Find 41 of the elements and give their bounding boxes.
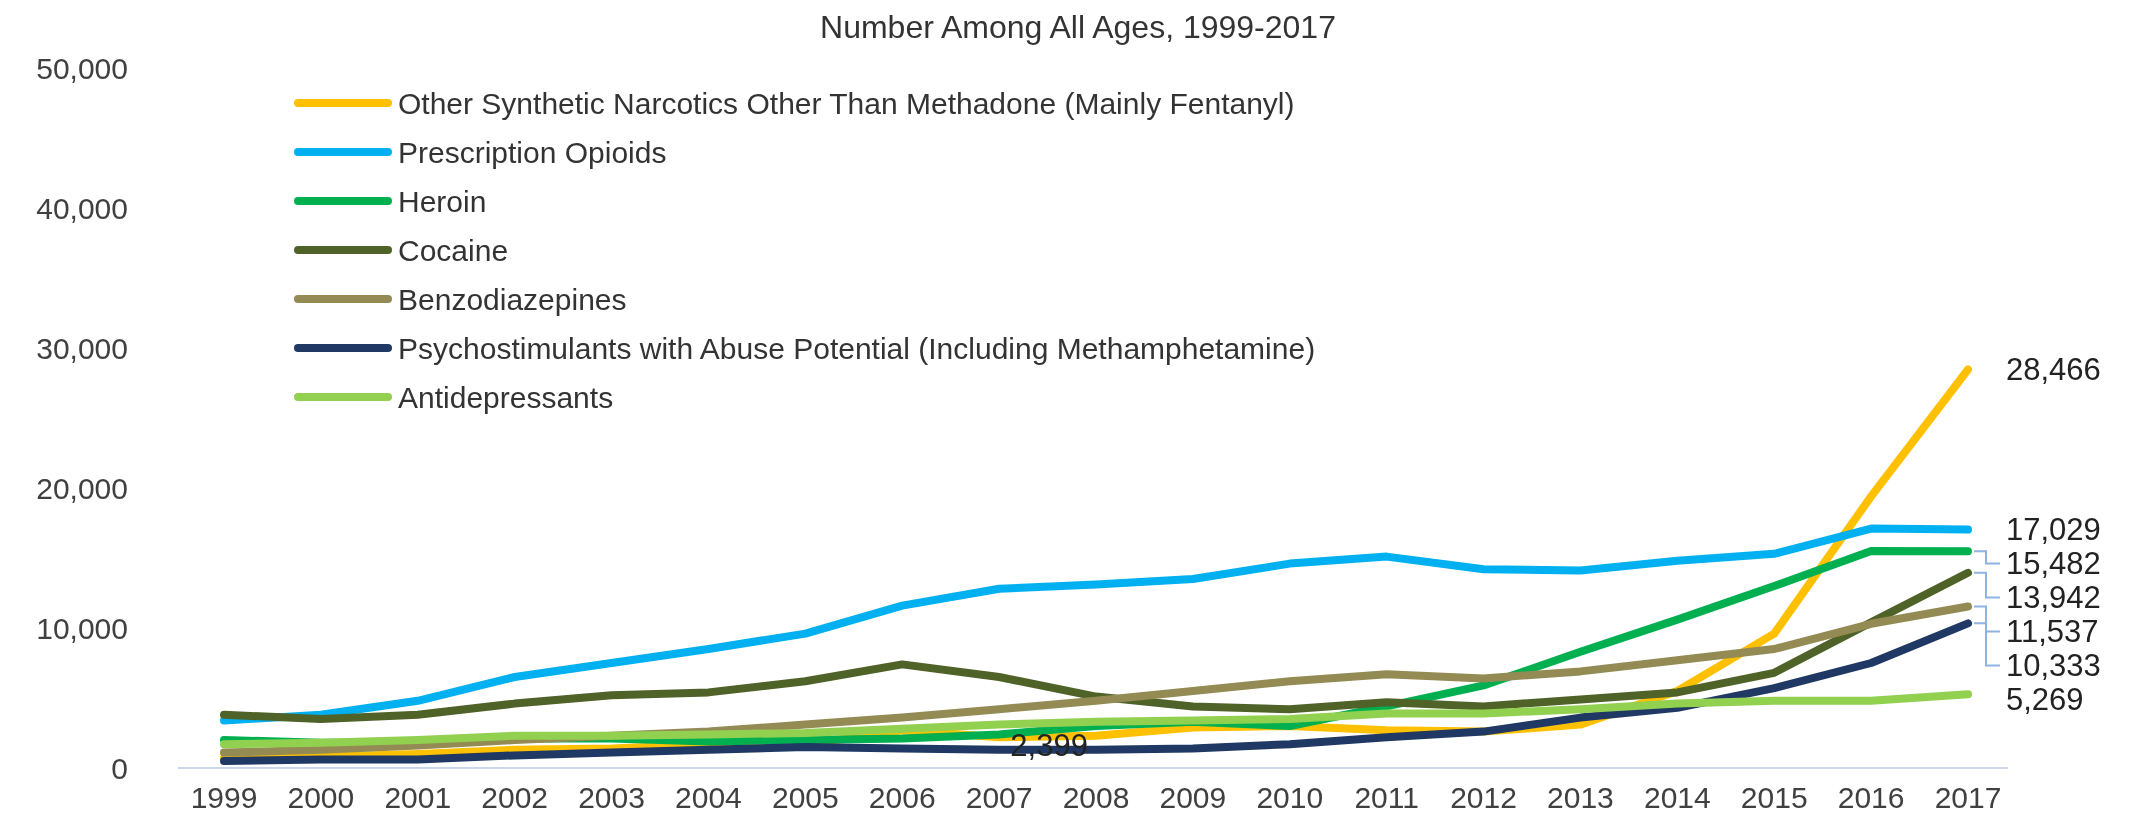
legend-label: Psychostimulants with Abuse Potential (Including Methamphetamine) — [398, 331, 1316, 365]
x-tick-label: 2003 — [578, 781, 645, 814]
x-tick-label: 2000 — [287, 781, 355, 814]
data-label: 17,029 — [2006, 512, 2101, 548]
x-tick-label: 2013 — [1547, 781, 1614, 814]
legend-label: Benzodiazepines — [398, 282, 627, 316]
data-label: 15,482 — [2006, 546, 2101, 582]
x-tick-label: 2001 — [384, 781, 452, 814]
x-tick-label: 1999 — [190, 781, 258, 814]
data-label: 13,942 — [2006, 580, 2101, 616]
y-tick-label: 30,000 — [36, 331, 128, 365]
y-tick-label: 20,000 — [36, 471, 128, 505]
data-label: 28,466 — [2006, 352, 2101, 388]
x-tick-label: 2004 — [675, 781, 742, 814]
data-label: 5,269 — [2006, 682, 2084, 718]
data-label: 10,333 — [2006, 648, 2101, 684]
x-tick-label: 2002 — [481, 781, 549, 814]
x-tick-label: 2017 — [1934, 781, 2002, 814]
x-tick-label: 2014 — [1643, 781, 1711, 814]
y-tick-label: 0 — [111, 751, 128, 785]
x-tick-label: 2015 — [1740, 781, 1808, 814]
legend-label: Other Synthetic Narcotics Other Than Methadone (Mainly Fentanyl) — [398, 86, 1295, 120]
legend-label: Heroin — [398, 184, 487, 218]
x-tick-label: 2010 — [1256, 781, 1324, 814]
y-tick-label: 50,000 — [36, 51, 128, 85]
y-tick-label: 10,000 — [36, 611, 128, 645]
x-tick-label: 2011 — [1354, 781, 1419, 814]
y-tick-label: 40,000 — [36, 191, 128, 225]
x-tick-label: 2009 — [1159, 781, 1227, 814]
x-tick-label: 2006 — [868, 781, 936, 814]
x-tick-label: 2008 — [1062, 781, 1130, 814]
legend-label: Prescription Opioids — [398, 135, 667, 169]
legend-label: Cocaine — [398, 233, 509, 267]
legend-label: Antidepressants — [398, 380, 614, 414]
data-label: 11,537 — [2006, 614, 2099, 650]
x-tick-label: 2016 — [1837, 781, 1905, 814]
x-tick-label: 2005 — [771, 781, 839, 814]
x-tick-label: 2007 — [965, 781, 1033, 814]
chart-title: Number Among All Ages, 1999-2017 — [820, 9, 1336, 45]
x-tick-label: 2012 — [1450, 781, 1517, 814]
data-label: 2,399 — [1010, 728, 1088, 764]
